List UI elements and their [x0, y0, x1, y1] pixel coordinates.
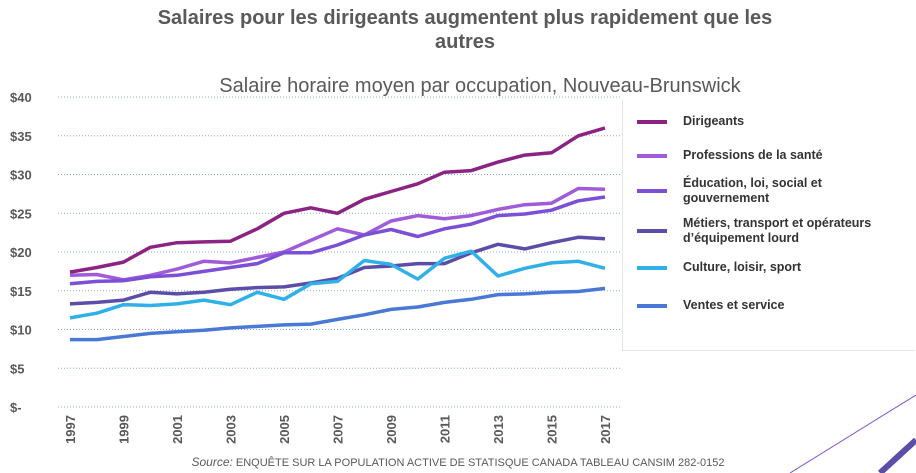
- series-line: [69, 186, 606, 282]
- x-tick-label: 2017: [598, 415, 613, 444]
- x-tick-label: 2011: [438, 415, 453, 443]
- source-label: Source:: [191, 455, 233, 469]
- y-tick-label: $10: [10, 323, 32, 338]
- x-tick-label: 2013: [491, 415, 506, 444]
- y-tick-label: $35: [10, 129, 32, 144]
- legend-swatch: [637, 303, 667, 308]
- legend-swatch: [637, 189, 667, 193]
- y-tick-label: $40: [10, 90, 32, 105]
- chart-subtitle: Salaire horaire moyen par occupation, No…: [219, 75, 741, 97]
- x-tick-label: 2009: [384, 415, 399, 444]
- legend-item: Métiers, transport et opérateurs d’équip…: [637, 216, 903, 246]
- legend-label: Ventes et service: [683, 298, 785, 312]
- legend-label: Éducation, loi, social et gouvernement: [683, 176, 822, 205]
- legend-swatch: [637, 119, 667, 124]
- legend-label: Dirigeants: [683, 114, 745, 128]
- series-line: [69, 249, 606, 320]
- legend-label: Professions de la santé: [683, 148, 823, 162]
- x-tick-label: 2007: [331, 415, 346, 444]
- source: Source: ENQUÊTE SUR LA POPULATION ACTIVE…: [0, 455, 916, 469]
- legend-swatch: [637, 153, 667, 158]
- y-tick-label: $30: [10, 168, 32, 183]
- series-line: [69, 195, 606, 286]
- x-tick-label: 2005: [277, 415, 292, 444]
- chart-title: Salaires pour les dirigeants augmentent …: [157, 7, 773, 53]
- y-tick-label: $20: [10, 245, 32, 260]
- legend-label: Métiers, transport et opérateurs d’équip…: [683, 216, 872, 245]
- x-tick-label: 2015: [545, 415, 560, 444]
- legend: Dirigeants Professions de la santé Éducati…: [622, 100, 915, 351]
- legend-item: Professions de la santé: [637, 148, 903, 163]
- series-line: [70, 286, 606, 342]
- legend-swatch: [637, 265, 667, 270]
- y-tick-label: $25: [10, 206, 32, 221]
- x-tick-label: 2003: [224, 415, 239, 444]
- legend-item: Dirigeants: [637, 114, 903, 129]
- y-tick-label: $5: [10, 361, 24, 376]
- legend-item: Culture, loisir, sport: [637, 260, 903, 275]
- legend-label: Culture, loisir, sport: [683, 260, 802, 274]
- decoration: [789, 394, 916, 473]
- x-tick-label: 2001: [170, 415, 185, 444]
- series-line: [69, 235, 606, 306]
- y-tick-label: $-: [10, 400, 22, 415]
- legend-item: Ventes et service: [637, 298, 903, 313]
- decoration: [877, 437, 916, 473]
- source-text: ENQUÊTE SUR LA POPULATION ACTIVE DE STAT…: [235, 457, 725, 469]
- x-tick-label: 1999: [117, 415, 132, 444]
- legend-swatch: [637, 229, 667, 233]
- legend-item: Éducation, loi, social et gouvernement: [637, 176, 903, 206]
- x-tick-label: 1997: [63, 415, 78, 444]
- series-line: [69, 126, 606, 274]
- y-tick-label: $15: [10, 284, 32, 299]
